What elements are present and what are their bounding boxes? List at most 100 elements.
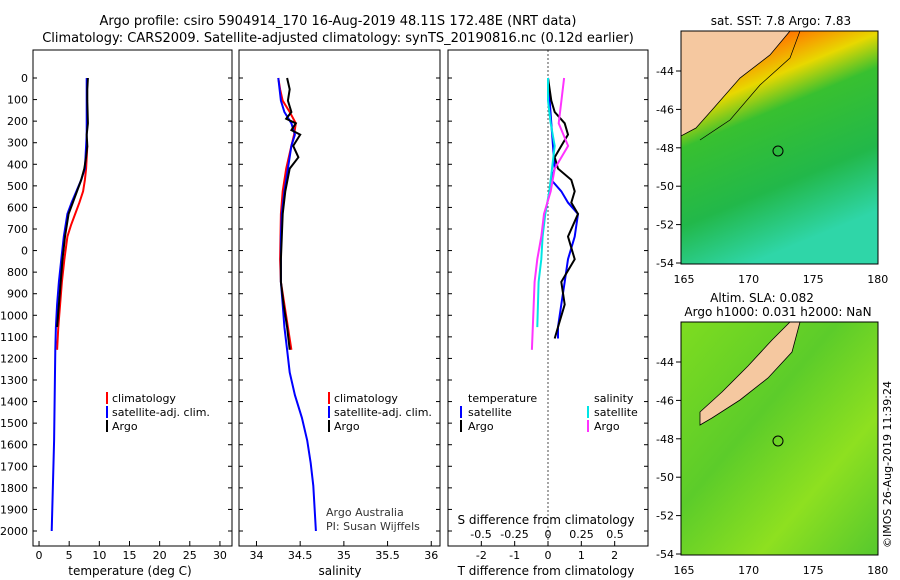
series-line-argo	[279, 77, 302, 350]
temperature-xticks: 0 5 10 15 20 25 30	[36, 541, 227, 562]
depth-tick-label: 1400	[0, 396, 28, 409]
map-y-tick-label: -54	[656, 548, 674, 561]
depth-tick-label: 500	[7, 180, 28, 193]
x-tick-label: 30	[213, 549, 227, 562]
difference-xlabel: T difference from climatology	[457, 564, 635, 578]
salinity-plot	[277, 77, 317, 532]
map-x-tick-label: 165	[674, 273, 695, 286]
salinity-difference-ticks: -0.5 -0.25 0 0.25 0.5	[470, 528, 623, 541]
series-line-satellite-adj-clim-	[50, 78, 88, 532]
salinity-xlabel: salinity	[318, 564, 361, 578]
s-tick-label: 0	[545, 528, 552, 541]
difference-xticks: -2 -1 0 1 2	[476, 541, 618, 562]
series-line-temperature-argo	[547, 77, 580, 339]
x-tick-label: 0	[545, 549, 552, 562]
legend-head-temperature: temperature	[468, 392, 537, 405]
map-x-tick-label: 175	[803, 273, 824, 286]
x-tick-label: 35	[337, 549, 351, 562]
map-y-tick-label: -50	[656, 180, 674, 193]
series-line-salinity-argo	[530, 77, 570, 350]
temperature-panel-frame	[32, 49, 233, 547]
series-line-argo	[56, 77, 89, 328]
depth-tick-label: 1800	[0, 482, 28, 495]
x-tick-label: -1	[509, 549, 520, 562]
depth-tick-label: 1600	[0, 439, 28, 452]
x-tick-label: 1	[578, 549, 585, 562]
map-y-tick-label: -52	[656, 219, 674, 232]
x-tick-label: 36	[424, 549, 438, 562]
map-y-tick-label: -46	[656, 394, 674, 407]
legend-label-sal-argo: Argo	[594, 420, 620, 433]
depth-tick-label: 1700	[0, 460, 28, 473]
x-tick-label: 0	[36, 549, 43, 562]
map-x-tick-label: 165	[674, 564, 695, 577]
difference-plot	[530, 50, 580, 546]
depth-tick-label: 1300	[0, 374, 28, 387]
legend-label-climatology: climatology	[112, 392, 176, 405]
new-zealand-landmass	[680, 30, 791, 137]
depth-tick-label: 900	[7, 288, 28, 301]
x-tick-label: 35.5	[375, 549, 400, 562]
legend-label-temp-satellite: satellite	[468, 406, 512, 419]
legend-label-climatology: climatology	[334, 392, 398, 405]
x-tick-label: 15	[122, 549, 136, 562]
difference-legend: temperature salinity satellite Argo sate…	[460, 392, 638, 433]
map-y-tick-label: -50	[656, 471, 674, 484]
legend-head-salinity: salinity	[594, 392, 634, 405]
depth-tick-label: 300	[7, 137, 28, 150]
depth-tick-label: 0	[21, 72, 28, 85]
legend-label-argo: Argo	[334, 420, 360, 433]
x-tick-label: 2	[611, 549, 618, 562]
map-x-tick-label: 180	[867, 564, 888, 577]
depth-tick-label: 1500	[0, 417, 28, 430]
sla-map-title1: Altim. SLA: 0.082	[710, 291, 814, 305]
x-tick-label: 34	[249, 549, 263, 562]
map-x-tick-label: 180	[867, 273, 888, 286]
argo-location-marker	[772, 145, 784, 157]
series-line-climatology	[56, 145, 89, 350]
map-x-tick-label: 175	[803, 564, 824, 577]
depth-tick-label: 1100	[0, 331, 28, 344]
credit-pi: PI: Susan Wijffels	[326, 520, 420, 533]
s-tick-label: 0.5	[606, 528, 624, 541]
map-y-tick-label: -54	[656, 257, 674, 270]
temperature-legend: climatology satellite-adj. clim. Argo	[106, 392, 210, 433]
map-y-tick-label: -44	[656, 356, 674, 369]
map-y-tick-label: -48	[656, 142, 674, 155]
map-y-tick-label: -52	[656, 510, 674, 523]
depth-tick-label: 100	[7, 94, 28, 107]
sst-map	[680, 30, 879, 265]
s-tick-label: 0.25	[569, 528, 594, 541]
depth-tick-label: 2000	[0, 525, 28, 538]
depth-tick-label: 0	[21, 245, 28, 258]
s-tick-label: -0.5	[470, 528, 491, 541]
x-tick-label: 20	[153, 549, 167, 562]
x-tick-label: 5	[66, 549, 73, 562]
depth-tick-label: 1900	[0, 503, 28, 516]
depth-tick-label: 200	[7, 115, 28, 128]
salinity-legend: climatology satellite-adj. clim. Argo	[328, 392, 432, 433]
series-line-salinity-satellite	[536, 78, 556, 328]
x-tick-label: -2	[476, 549, 487, 562]
legend-label-satellite: satellite-adj. clim.	[112, 406, 210, 419]
map-y-tick-label: -44	[656, 65, 674, 78]
legend-label-argo: Argo	[112, 420, 138, 433]
sla-map-title2: Argo h1000: 0.031 h2000: NaN	[684, 305, 871, 319]
depth-tick-label: 400	[7, 158, 28, 171]
x-tick-label: 34.5	[288, 549, 313, 562]
depth-tick-label: 1000	[0, 309, 28, 322]
salinity-panel-frame	[238, 49, 441, 547]
map-y-tick-label: -48	[656, 433, 674, 446]
argo-location-marker	[772, 435, 784, 447]
legend-label-sal-satellite: satellite	[594, 406, 638, 419]
new-zealand-landmass	[699, 321, 801, 426]
depth-tick-label: 1200	[0, 352, 28, 365]
figure-title-line1: Argo profile: csiro 5904914_170 16-Aug-2…	[100, 14, 577, 29]
legend-label-temp-argo: Argo	[468, 420, 494, 433]
x-tick-label: 25	[183, 549, 197, 562]
s-tick-label: -0.25	[500, 528, 528, 541]
salinity-xticks: 34 34.5 35 35.5 36	[249, 541, 438, 562]
